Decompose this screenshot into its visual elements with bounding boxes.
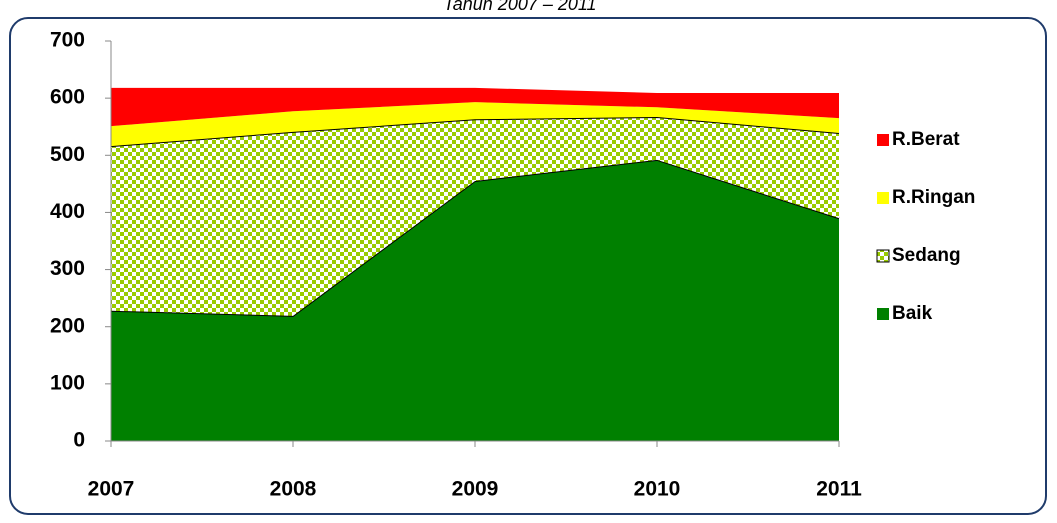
legend-swatch xyxy=(877,134,889,146)
area xyxy=(111,87,839,127)
legend-label: R.Berat xyxy=(892,129,960,150)
y-tick-label: 200 xyxy=(50,314,85,337)
y-tick-label: 400 xyxy=(50,200,85,223)
legend-swatch xyxy=(877,308,889,320)
legend-label: Sedang xyxy=(892,245,961,266)
area xyxy=(111,102,839,147)
x-tick-label: 2010 xyxy=(634,478,681,501)
y-tick-label: 600 xyxy=(50,86,85,109)
y-tick-label: 0 xyxy=(73,429,85,452)
legend-label: Baik xyxy=(892,303,933,324)
chart-title: Tahun 2007 – 2011 xyxy=(443,0,596,14)
legend-label: R.Ringan xyxy=(892,187,975,208)
y-tick-label: 300 xyxy=(50,257,85,280)
y-tick-label: 500 xyxy=(50,143,85,166)
x-tick-label: 2008 xyxy=(270,478,317,501)
x-tick-label: 2011 xyxy=(816,478,862,501)
area xyxy=(111,159,839,441)
y-tick-label: 100 xyxy=(50,371,85,394)
x-tick-label: 2009 xyxy=(452,478,499,501)
legend-swatch xyxy=(876,249,890,263)
area xyxy=(111,117,839,316)
y-tick-label: 700 xyxy=(50,29,85,52)
x-tick-label: 2007 xyxy=(88,478,135,501)
legend-swatch xyxy=(877,192,889,204)
